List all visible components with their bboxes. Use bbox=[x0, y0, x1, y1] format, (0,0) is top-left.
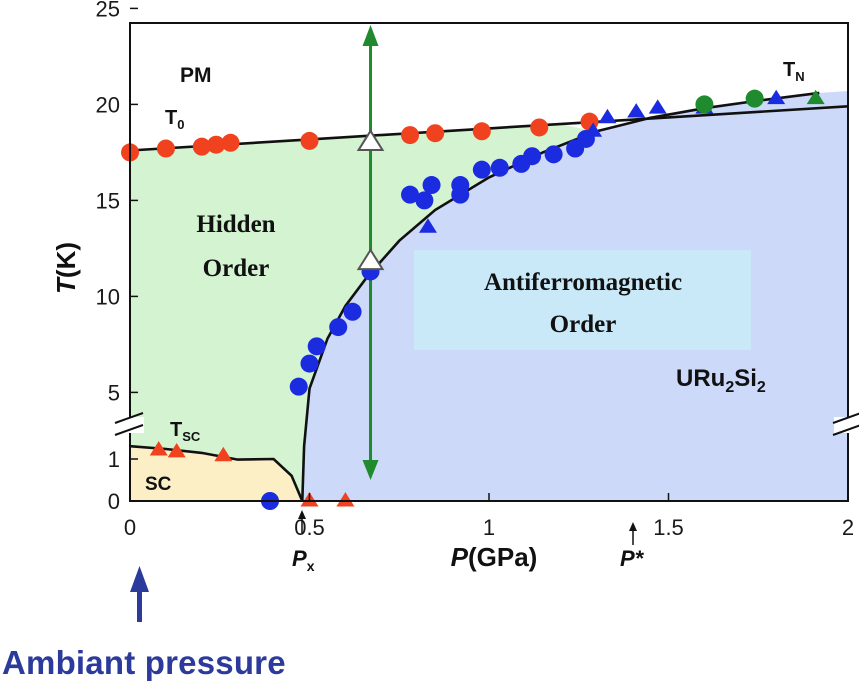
data-point-circle bbox=[300, 354, 319, 373]
y-tick-label: 5 bbox=[108, 380, 120, 405]
data-point-triangle bbox=[648, 99, 667, 114]
data-point-circle bbox=[192, 137, 211, 156]
hidden-order-region bbox=[130, 124, 594, 501]
data-point-circle bbox=[530, 118, 549, 137]
data-point-circle bbox=[156, 139, 175, 158]
data-point-triangle bbox=[149, 441, 168, 456]
data-point-circle bbox=[300, 131, 319, 150]
tsc-line bbox=[129, 444, 304, 502]
data-point-circle bbox=[401, 185, 420, 204]
data-point-circle bbox=[289, 377, 308, 396]
data-point-triangle bbox=[418, 218, 437, 233]
data-point-circle bbox=[695, 95, 714, 114]
data-point-triangle bbox=[584, 122, 603, 137]
afm-label-2: Order bbox=[550, 311, 617, 338]
x-tick-label: 0 bbox=[124, 515, 136, 540]
data-point-triangle bbox=[598, 108, 617, 124]
data-point-open-triangle bbox=[356, 129, 385, 152]
x-tick-label: 2 bbox=[842, 515, 854, 540]
data-point-triangle bbox=[214, 446, 233, 462]
axis-break-mark bbox=[832, 424, 859, 436]
px-marker-label: Px bbox=[292, 546, 315, 574]
y-tick-label: 10 bbox=[96, 284, 120, 309]
sweep-arrow-head-top bbox=[362, 25, 379, 46]
data-point-circle bbox=[472, 122, 491, 141]
data-point-circle bbox=[422, 176, 441, 195]
data-point-circle bbox=[451, 185, 470, 204]
y-tick-label: 25 bbox=[96, 0, 120, 21]
x-axis-title: P(GPa) bbox=[451, 542, 538, 572]
px-arrow-icon bbox=[298, 510, 306, 533]
pstar-arrow-icon bbox=[629, 522, 637, 545]
data-point-circle bbox=[329, 318, 348, 337]
tn-label: TN bbox=[783, 59, 805, 84]
compound-label: URu2Si2 bbox=[676, 365, 766, 396]
data-point-circle bbox=[401, 126, 420, 145]
data-point-circle bbox=[221, 133, 240, 152]
hidden-order-label-1: Hidden bbox=[196, 211, 275, 238]
data-point-circle bbox=[207, 135, 226, 154]
data-point-triangle bbox=[336, 492, 355, 507]
data-point-circle bbox=[523, 147, 542, 166]
axis-break-mark bbox=[114, 424, 144, 436]
data-point-circle bbox=[472, 160, 491, 179]
data-point-circle bbox=[415, 191, 434, 210]
data-point-circle bbox=[307, 337, 326, 356]
data-point-circle bbox=[343, 302, 362, 321]
x-tick-label: 0.5 bbox=[294, 515, 325, 540]
axis-break-mark bbox=[832, 412, 859, 424]
ambient-pressure-label: Ambiant pressure bbox=[2, 644, 286, 681]
y-tick-label: 20 bbox=[96, 92, 120, 117]
data-point-circle bbox=[745, 89, 764, 108]
data-point-triangle bbox=[767, 89, 786, 105]
hidden-order-label-2: Order bbox=[203, 255, 270, 282]
pm-label: PM bbox=[180, 64, 212, 87]
t0-label: T0 bbox=[165, 107, 184, 132]
data-point-circle bbox=[490, 158, 509, 177]
pstar-marker-label: P* bbox=[620, 546, 645, 571]
data-point-triangle bbox=[627, 103, 646, 118]
sc-label: SC bbox=[145, 474, 172, 495]
afm-label-1: Antiferromagnetic bbox=[484, 269, 682, 296]
y-axis-title: T(K) bbox=[51, 242, 81, 294]
y-tick-label: 1 bbox=[108, 447, 120, 472]
data-point-triangle bbox=[806, 89, 825, 105]
data-point-open-triangle bbox=[356, 248, 385, 271]
y-tick-label: 0 bbox=[108, 489, 120, 514]
x-tick-label: 1.5 bbox=[653, 515, 684, 540]
sweep-arrow-head-bottom bbox=[362, 460, 379, 480]
axis-break-mark bbox=[114, 412, 144, 424]
data-point-circle bbox=[544, 145, 563, 164]
tn-line bbox=[301, 91, 820, 502]
data-point-triangle bbox=[167, 443, 186, 458]
x-tick-label: 1 bbox=[483, 515, 495, 540]
afm-label-box bbox=[414, 250, 751, 350]
ambient-pressure-arrow-icon bbox=[130, 566, 149, 622]
data-point-circle bbox=[426, 124, 445, 143]
y-tick-label: 15 bbox=[96, 188, 120, 213]
tsc-label: TSC bbox=[170, 419, 201, 444]
